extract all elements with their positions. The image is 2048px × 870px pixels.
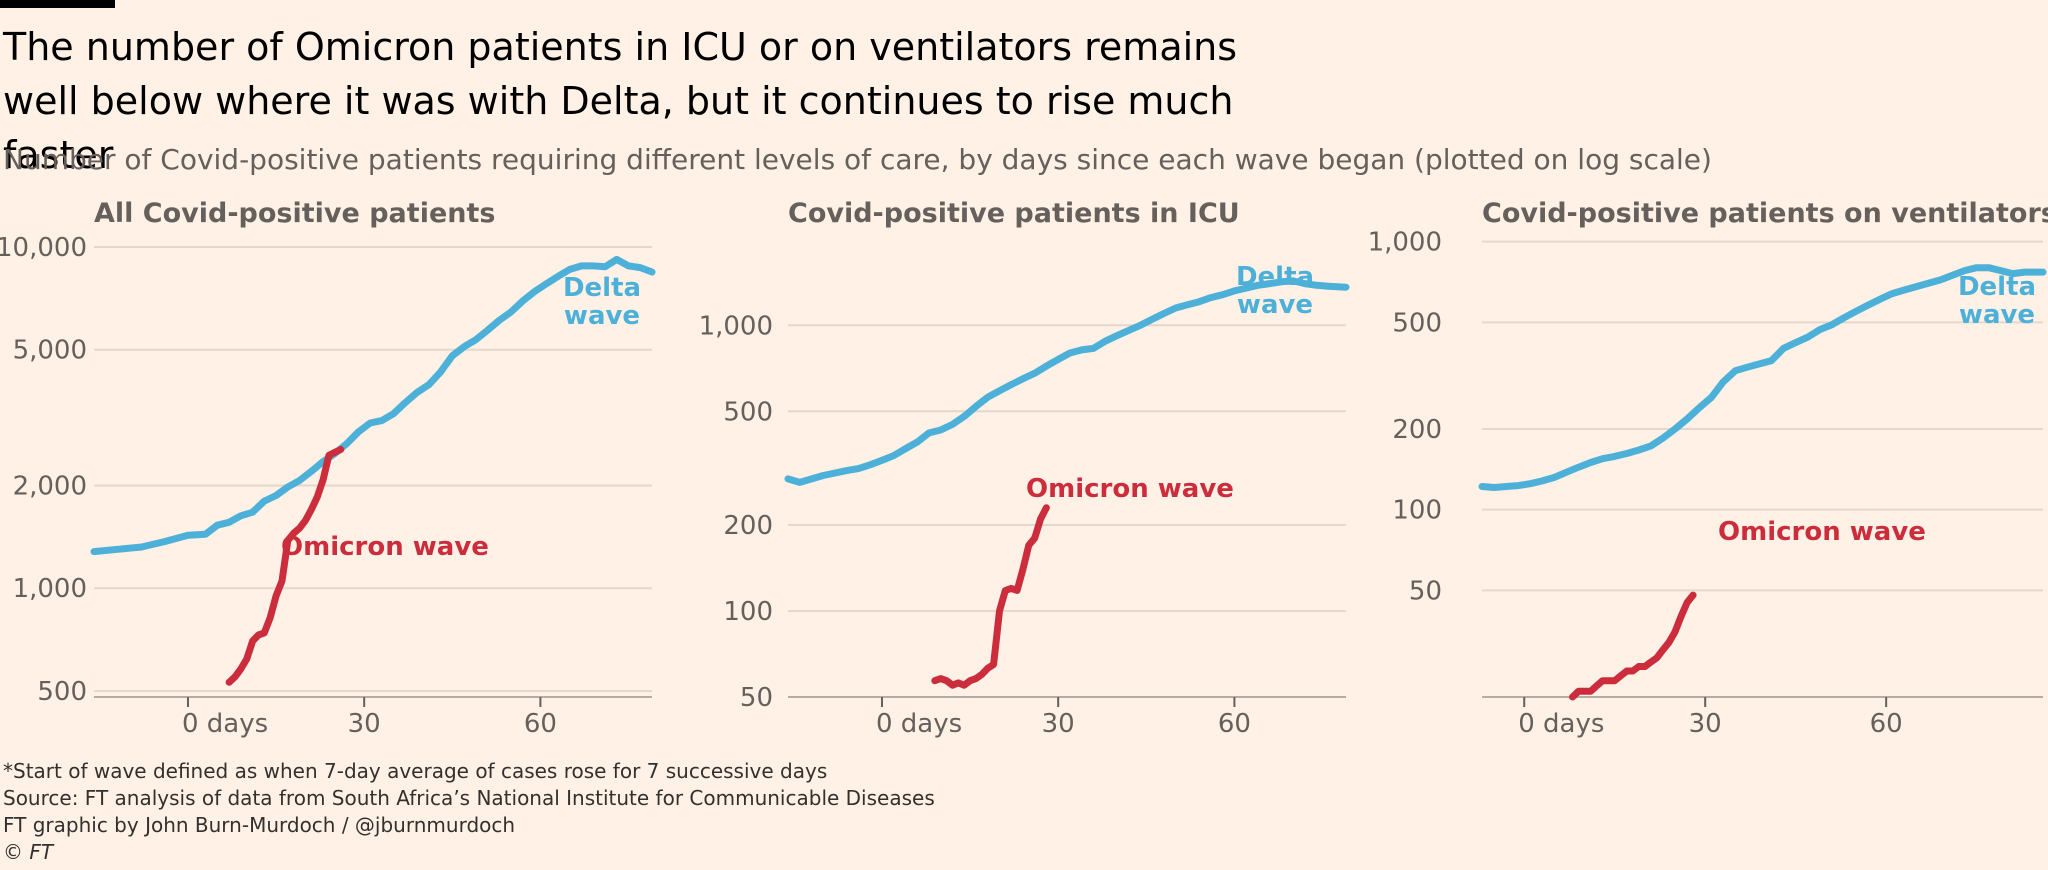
- y-tick-label: 200: [1392, 415, 1442, 445]
- y-tick-label: 500: [723, 397, 773, 427]
- x-tick-label: 30: [348, 709, 381, 739]
- x-tick-label: 60: [1870, 709, 1903, 739]
- y-tick-label: 5,000: [13, 336, 87, 366]
- footer: *Start of wave defined as when 7-day ave…: [3, 758, 1503, 866]
- copyright: © FT: [3, 840, 54, 864]
- y-tick-label: 200: [723, 511, 773, 541]
- y-tick-label: 10,000: [0, 233, 87, 263]
- delta-series-line: [784, 277, 1350, 486]
- x-tick-label: 60: [1218, 709, 1251, 739]
- x-tick-label: 30: [1042, 709, 1075, 739]
- ft-brand-bar: [0, 0, 115, 8]
- y-tick-label: 1,000: [13, 574, 87, 604]
- omicron-series-line: [225, 446, 345, 686]
- series-label-line: Omicron wave: [281, 532, 489, 562]
- footnote: *Start of wave defined as when 7-day ave…: [3, 759, 828, 783]
- delta-wave-label: Delta wave: [1958, 272, 2036, 330]
- graphic-credit: FT graphic by John Burn-Murdoch / @jburn…: [3, 813, 516, 837]
- series-label-line: Delta: [1958, 272, 2036, 302]
- series-label-line: wave: [564, 301, 640, 331]
- x-tick-label: 0 days: [182, 709, 268, 739]
- y-tick-label: 500: [1392, 308, 1442, 338]
- x-tick-label: 0 days: [1518, 709, 1604, 739]
- delta-series-line: [90, 255, 656, 556]
- panel-title: Covid-positive patients on ventilators: [1482, 198, 2048, 229]
- y-tick-label: 1,000: [699, 311, 773, 341]
- y-tick-label: 2,000: [13, 472, 87, 502]
- omicron-wave-label: Omicron wave: [281, 532, 489, 562]
- y-tick-label: 500: [37, 677, 87, 707]
- charts-container: All Covid-positive patients 500 1,000 2,000…: [0, 198, 2048, 739]
- source-note: Source: FT analysis of data from South A…: [3, 786, 935, 810]
- delta-wave-label: Delta wave: [563, 273, 641, 331]
- delta-wave-label: Delta wave: [1236, 262, 1314, 320]
- omicron-wave-label: Omicron wave: [1026, 474, 1234, 504]
- panel-title: Covid-positive patients in ICU: [788, 198, 1240, 229]
- omicron-series-line: [931, 504, 1050, 689]
- omicron-wave-label: Omicron wave: [1718, 517, 1926, 547]
- series-label-line: Delta: [563, 273, 641, 303]
- delta-series-line: [1478, 264, 2047, 491]
- y-tick-label: 100: [1392, 496, 1442, 526]
- x-tick-label: 60: [524, 709, 557, 739]
- chart-title: The number of Omicron patients in ICU or…: [3, 25, 1238, 177]
- series-label-line: Omicron wave: [1718, 517, 1926, 547]
- omicron-series-line: [1569, 591, 1697, 701]
- panel-title: All Covid-positive patients: [94, 198, 495, 229]
- y-tick-label: 1,000: [1368, 228, 1442, 258]
- y-tick-label: 50: [1409, 576, 1442, 606]
- series-label-line: wave: [1237, 290, 1313, 320]
- y-tick-label: 50: [740, 683, 773, 713]
- x-tick-label: 30: [1689, 709, 1722, 739]
- series-label-line: wave: [1959, 300, 2035, 330]
- series-label-line: Delta: [1236, 262, 1314, 292]
- y-tick-label: 100: [723, 597, 773, 627]
- series-label-line: Omicron wave: [1026, 474, 1234, 504]
- chart-subtitle: Number of Covid-positive patients requir…: [3, 143, 1712, 176]
- x-tick-label: 0 days: [876, 709, 962, 739]
